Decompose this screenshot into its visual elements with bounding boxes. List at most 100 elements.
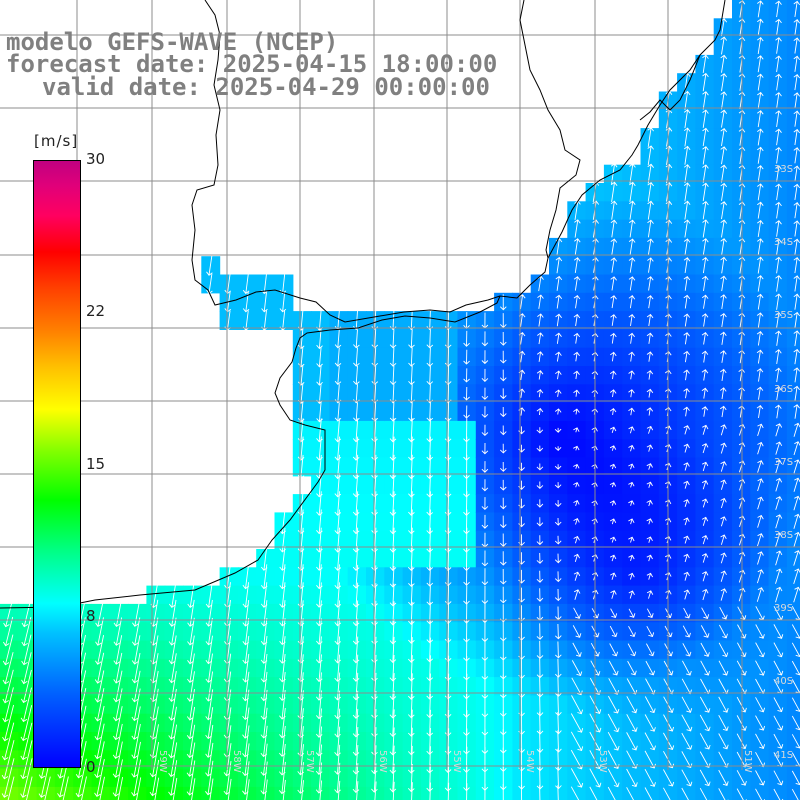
wind-arrow [187, 653, 195, 684]
wind-arrow [701, 498, 709, 508]
wind-arrow [775, 256, 782, 274]
wind-arrow [389, 347, 397, 367]
wind-arrow [757, 0, 764, 18]
wind-arrow [334, 527, 342, 553]
wind-arrow [756, 386, 764, 400]
wind-arrow [573, 294, 581, 309]
wind-arrow [701, 516, 709, 526]
wind-arrow [95, 635, 105, 665]
wind-arrow [407, 727, 415, 756]
wind-cell [567, 786, 587, 800]
wind-arrow [536, 588, 544, 602]
wind-arrow [113, 670, 123, 703]
wind-arrow [755, 642, 765, 658]
wind-arrow [206, 255, 213, 276]
wind-arrow [371, 402, 379, 422]
wind-cell [786, 713, 800, 733]
wind-arrow [720, 588, 727, 601]
wind-arrow [481, 461, 489, 473]
wind-arrow [334, 509, 342, 535]
wind-arrow [757, 91, 764, 109]
wind-arrow [775, 550, 783, 566]
wind-arrow [683, 109, 691, 129]
lon-label: 56W [377, 750, 388, 773]
wind-arrow [113, 688, 123, 722]
wind-arrow [131, 741, 141, 778]
wind-arrow [701, 275, 709, 291]
wind-arrow [718, 660, 729, 676]
wind-arrow [20, 669, 32, 704]
wind-arrow [168, 671, 177, 703]
wind-arrow [793, 330, 800, 347]
wind-arrow [720, 127, 728, 146]
wind-arrow [389, 545, 397, 572]
wind-arrow [407, 745, 415, 774]
wind-arrow [570, 713, 584, 733]
wind-arrow [756, 569, 764, 584]
wind-arrow [628, 625, 636, 638]
wind-arrow [408, 509, 415, 535]
wind-arrow [773, 697, 784, 713]
wind-arrow [334, 564, 342, 590]
wind-arrow [775, 459, 783, 474]
wind-arrow [463, 330, 470, 347]
wind-arrow [426, 402, 434, 422]
wind-arrow [683, 443, 690, 453]
wind-arrow [701, 406, 709, 417]
wind-arrow [793, 293, 800, 310]
wind-arrow [628, 351, 635, 362]
wind-arrow [389, 636, 397, 664]
wind-arrow [334, 365, 342, 386]
wind-arrow [554, 500, 562, 508]
wind-arrow [720, 424, 727, 436]
wind-arrow [775, 238, 782, 256]
wind-arrow [647, 163, 654, 184]
wind-arrow [26, 776, 33, 800]
wind-arrow [646, 608, 654, 618]
wind-arrow [775, 220, 782, 237]
wind-arrow [793, 19, 800, 36]
wind-arrow [352, 491, 360, 516]
wind-arrow [609, 643, 619, 657]
wind-arrow [571, 677, 583, 696]
wind-arrow [426, 709, 434, 737]
wind-arrow [81, 776, 87, 800]
wind-arrow [113, 635, 123, 665]
wind-arrow [168, 635, 177, 665]
wind-arrow [7, 776, 15, 800]
wind-arrow [628, 481, 635, 488]
wind-arrow [334, 726, 341, 757]
wind-cell [750, 786, 770, 800]
wind-arrow [1, 758, 15, 798]
wind-arrow [352, 564, 360, 589]
wind-arrow [628, 407, 635, 416]
wind-arrow [301, 780, 304, 800]
wind-arrow [773, 770, 784, 786]
colorbar-tick-8: 8 [86, 607, 96, 625]
wind-arrow [757, 514, 764, 528]
wind-arrow [609, 554, 617, 562]
wind-arrow [334, 690, 341, 720]
wind-arrow [205, 724, 214, 758]
wind-arrow [775, 496, 783, 510]
wind-arrow [352, 454, 360, 480]
wind-arrow [720, 201, 728, 220]
wind-arrow [481, 406, 489, 418]
valid-date: valid date: 2025-04-29 00:00:00 [42, 73, 490, 101]
wind-arrow [793, 348, 800, 365]
wind-arrow [793, 311, 800, 329]
wind-arrow [117, 777, 124, 800]
wind-arrow [775, 128, 782, 146]
wind-arrow [334, 454, 342, 480]
wind-arrow [793, 183, 800, 200]
wind-arrow [334, 762, 341, 794]
wind-arrow [718, 696, 729, 713]
wind-arrow [775, 201, 782, 219]
wind-arrow [701, 331, 709, 345]
wind-arrow [389, 418, 397, 443]
wind-arrow [610, 238, 618, 256]
wind-arrow [628, 332, 635, 344]
wind-arrow [573, 445, 580, 451]
wind-arrow [757, 110, 764, 128]
wind-cell [786, 658, 800, 678]
